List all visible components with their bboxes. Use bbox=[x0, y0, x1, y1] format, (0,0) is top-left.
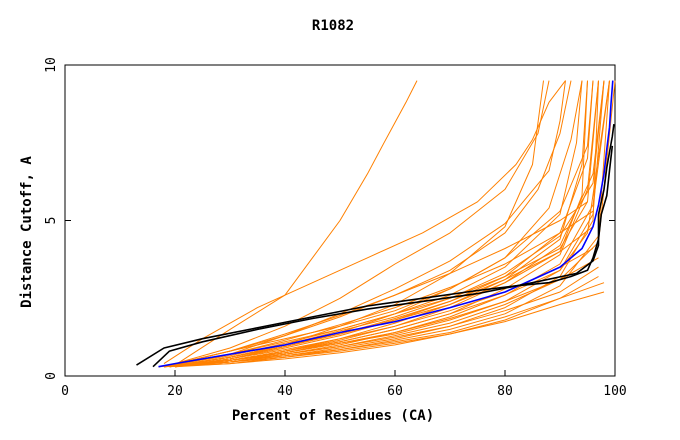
series-line-4 bbox=[174, 80, 418, 366]
series-line-1 bbox=[158, 80, 614, 368]
y-axis-label: Distance Cutoff, A bbox=[19, 156, 35, 308]
series-line-31 bbox=[158, 210, 594, 368]
x-tick-label: 0 bbox=[61, 384, 69, 399]
series-line-9 bbox=[169, 80, 594, 368]
x-tick-label: 60 bbox=[387, 384, 403, 399]
x-tick-label: 100 bbox=[603, 384, 626, 399]
series-line-33 bbox=[163, 291, 605, 368]
series-line-7 bbox=[163, 80, 544, 368]
series-line-8 bbox=[158, 80, 583, 368]
y-tick-label: 5 bbox=[44, 217, 59, 225]
series-line-6 bbox=[163, 80, 572, 368]
series-line-30 bbox=[169, 226, 594, 368]
series-line-13 bbox=[163, 80, 566, 365]
series-line-20 bbox=[163, 80, 566, 368]
series-line-5 bbox=[163, 80, 550, 368]
y-tick-label: 0 bbox=[44, 372, 59, 380]
chart-title: R1082 bbox=[312, 18, 354, 34]
series-line-2 bbox=[152, 123, 615, 368]
series-line-23 bbox=[169, 80, 610, 368]
series-line-26 bbox=[174, 282, 605, 368]
series-layer bbox=[136, 80, 616, 368]
x-axis-label: Percent of Residues (CA) bbox=[232, 408, 434, 424]
series-line-32 bbox=[163, 201, 588, 368]
tick-layer: 0 20 40 60 80 100 0 5 10 bbox=[44, 57, 627, 399]
series-line-3 bbox=[136, 145, 614, 366]
x-tick-label: 80 bbox=[497, 384, 513, 399]
series-line-24 bbox=[163, 80, 616, 368]
x-tick-label: 40 bbox=[277, 384, 293, 399]
x-tick-label: 20 bbox=[167, 384, 183, 399]
y-tick-label: 10 bbox=[44, 57, 59, 73]
series-line-34 bbox=[174, 257, 599, 368]
